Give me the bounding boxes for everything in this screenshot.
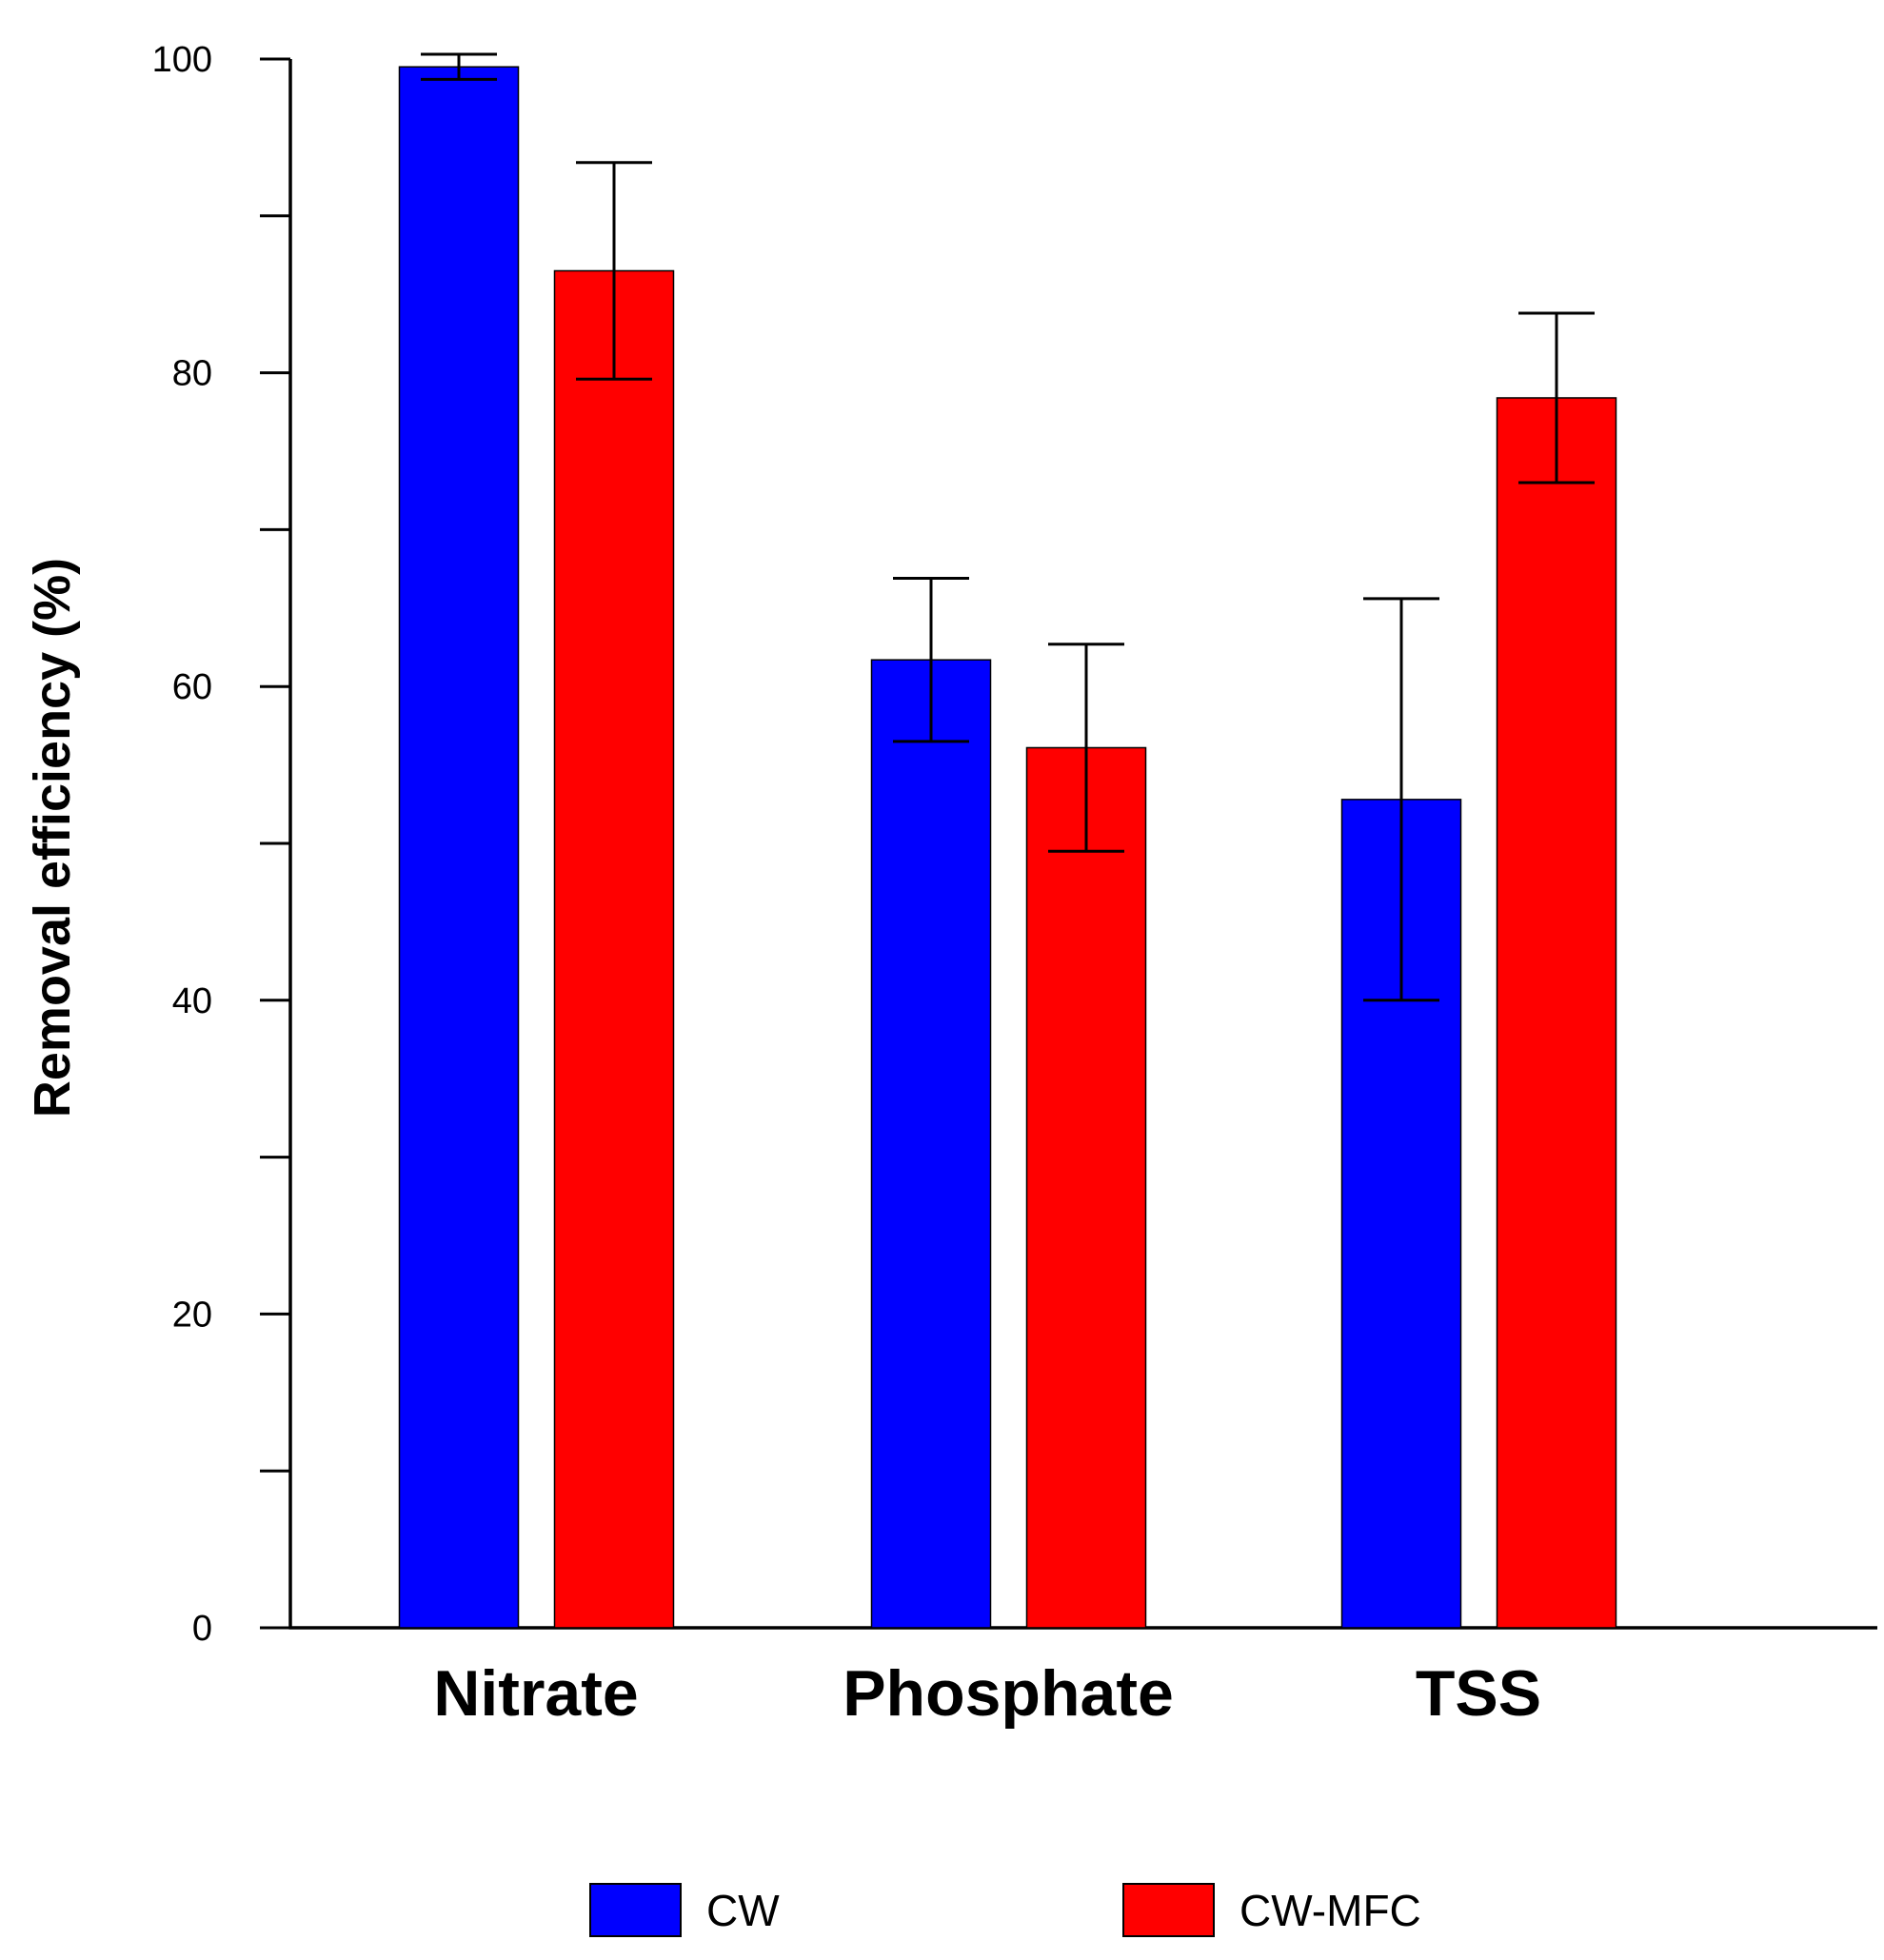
category-label-tss: TSS — [1416, 1657, 1541, 1730]
category-label-phosphate: Phosphate — [843, 1657, 1174, 1730]
legend-label-cw-mfc: CW-MFC — [1239, 1886, 1421, 1935]
y-tick-label: 60 — [172, 667, 212, 707]
y-ticks: 0 20 40 60 80 100 — [152, 40, 290, 1649]
legend-swatch-cw — [589, 1883, 682, 1937]
bar-cw-mfc-nitrate — [553, 269, 675, 1629]
category-label-nitrate: Nitrate — [433, 1657, 638, 1730]
y-axis-title: Removal efficiency (%) — [24, 558, 81, 1118]
legend: CW CW-MFC — [589, 1883, 1421, 1937]
y-tick-label: 20 — [172, 1295, 212, 1335]
category-labels: Nitrate Phosphate TSS — [433, 1657, 1541, 1730]
y-tick-label: 40 — [172, 981, 212, 1021]
y-tick-label: 0 — [192, 1609, 212, 1649]
bar-cw-phosphate — [870, 659, 992, 1629]
y-tick-label: 80 — [172, 354, 212, 394]
legend-label-cw: CW — [706, 1886, 780, 1935]
bar-cw-mfc-tss — [1496, 397, 1617, 1629]
error-bars — [421, 52, 1595, 1002]
bars — [398, 66, 1617, 1629]
bar-cw-mfc-phosphate — [1025, 746, 1147, 1629]
bar-cw-nitrate — [398, 66, 520, 1629]
legend-swatch-cw-mfc — [1122, 1883, 1215, 1937]
y-tick-label: 100 — [152, 40, 212, 80]
